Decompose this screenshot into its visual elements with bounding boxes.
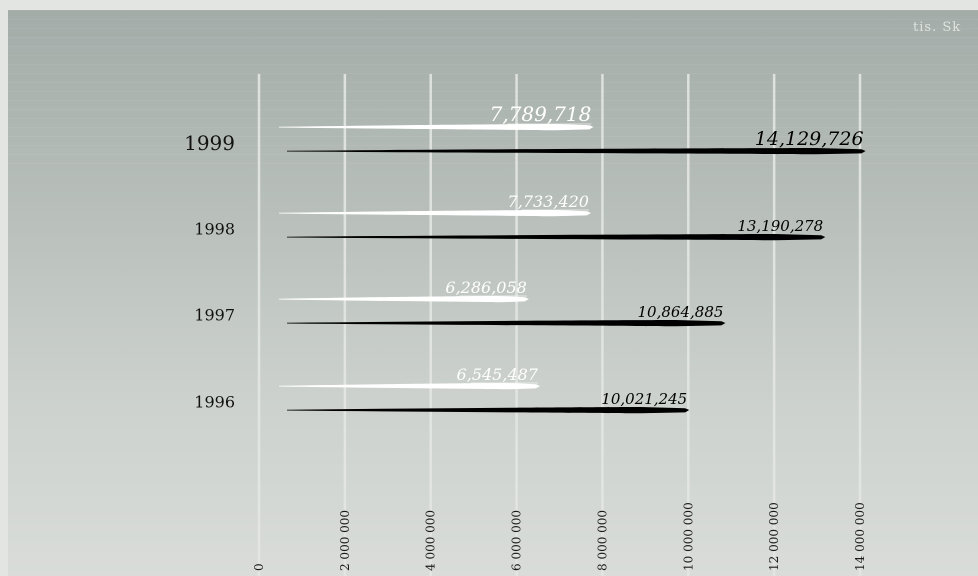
bar-white [279,210,591,217]
x-tick-label: 0 [252,563,266,571]
category-label: 1998 [194,220,235,239]
x-tick-label: 4 000 000 [424,510,438,571]
data-label: 6,286,058 [445,278,526,297]
bar-white [279,124,594,131]
data-label: 14,129,726 [755,128,864,150]
data-label: 13,190,278 [737,217,823,235]
bar-chart: 0 2 000 000 4 000 000 6 000 000 8 000 000 10 … [184,74,867,576]
category-label: 1996 [194,393,235,412]
bar-white [279,296,529,303]
x-tick-label: 12 000 000 [767,502,781,571]
category-label: 1997 [194,306,235,325]
data-label: 6,545,487 [457,365,539,384]
data-label: 10,021,245 [601,390,687,408]
bar-white [279,383,540,390]
x-tick-label: 8 000 000 [595,510,609,571]
category-label: 1999 [184,131,235,155]
unit-label: tis. Sk [913,20,962,35]
data-label: 7,789,718 [490,102,592,126]
x-tick-label: 10 000 000 [681,502,695,571]
data-label: 10,864,885 [638,303,724,321]
bar-black [287,320,726,327]
x-tick-label: 6 000 000 [510,510,524,571]
bar-black [287,148,866,155]
data-label: 7,733,420 [508,192,589,211]
x-tick-label: 14 000 000 [853,502,867,571]
bar-black [287,407,690,414]
chart-panel: 0 2 000 000 4 000 000 6 000 000 8 000 000 10 … [8,10,978,576]
x-tick-label: 2 000 000 [338,510,352,571]
bar-black [287,234,826,241]
